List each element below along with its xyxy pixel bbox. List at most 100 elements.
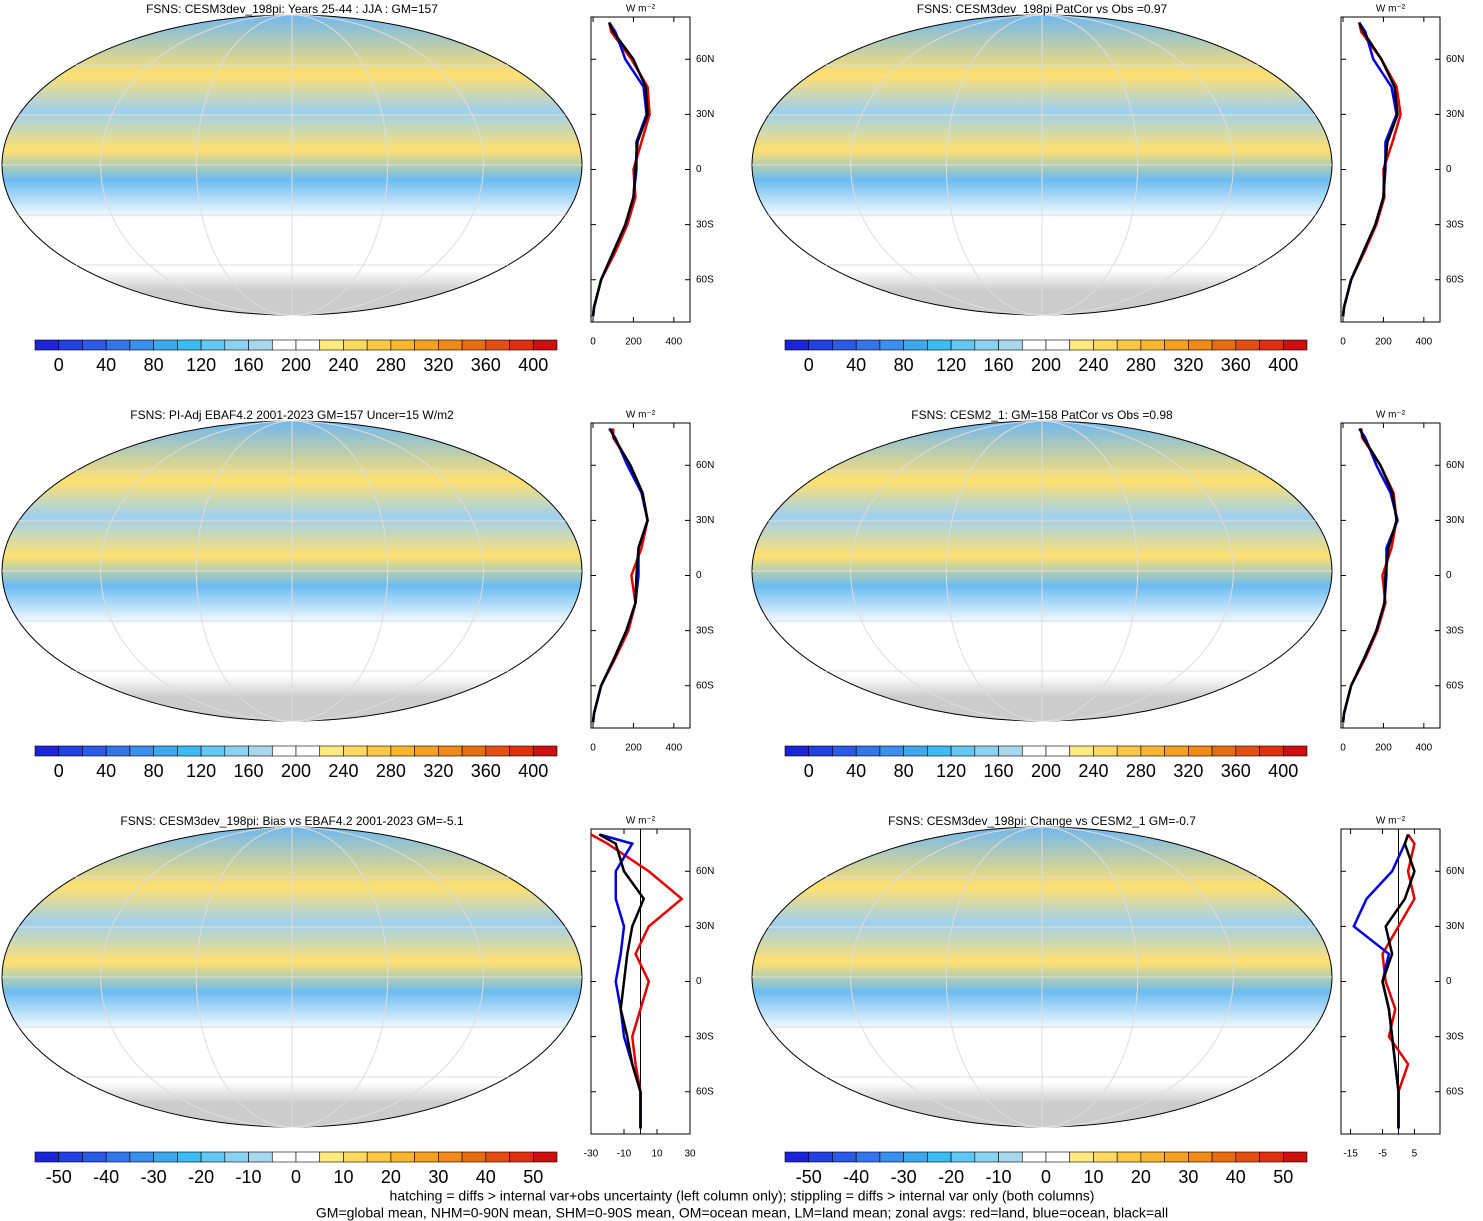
y-tick-label: 60S xyxy=(1446,680,1464,691)
colorbar-box xyxy=(1021,1151,1047,1163)
colorbar-label: -10 xyxy=(986,1167,1012,1187)
colorbar-box xyxy=(366,1151,392,1163)
colorbar-label: 50 xyxy=(523,1167,543,1187)
colorbar-box xyxy=(105,745,131,757)
colorbar-box xyxy=(414,745,439,757)
colorbar-label: 280 xyxy=(376,761,406,781)
colorbar-box xyxy=(1116,745,1142,757)
colorbar-box xyxy=(855,745,881,757)
colorbar-box xyxy=(1282,339,1308,351)
y-tick-label: 30S xyxy=(696,625,714,636)
colorbar-box xyxy=(1211,745,1237,757)
colorbar-box xyxy=(414,339,439,351)
colorbar-box xyxy=(879,339,904,351)
colorbar-label: -20 xyxy=(188,1167,214,1187)
colorbar-label: 40 xyxy=(476,1167,496,1187)
zonal-profile xyxy=(1341,427,1399,723)
colorbar-box xyxy=(177,339,202,351)
colorbar-label: 40 xyxy=(1226,1167,1246,1187)
zonal-profile xyxy=(1341,428,1398,723)
colorbar-label: 20 xyxy=(381,1167,401,1187)
colorbar-label: 80 xyxy=(894,761,914,781)
colorbar-label: -30 xyxy=(891,1167,917,1187)
colorbar-box xyxy=(1211,339,1237,351)
colorbar-label: -20 xyxy=(938,1167,964,1187)
colorbar-box xyxy=(1045,1151,1071,1163)
map xyxy=(751,826,1333,1128)
colorbar-box xyxy=(177,1151,202,1163)
y-tick-label: 60N xyxy=(1446,460,1464,471)
colorbar-box xyxy=(58,339,83,351)
colorbar-box xyxy=(1259,745,1284,757)
colorbar-label: 280 xyxy=(1126,355,1156,375)
colorbar-label: 40 xyxy=(96,355,116,375)
zonal-profile xyxy=(591,428,649,723)
colorbar-box xyxy=(34,745,60,757)
colorbar-box xyxy=(343,745,368,757)
colorbar-label: 0 xyxy=(291,1167,301,1187)
x-tick-label: 0 xyxy=(1340,337,1346,348)
x-tick-label: -30 xyxy=(584,1149,599,1160)
colorbar-box xyxy=(82,745,107,757)
colorbar-label: 120 xyxy=(936,355,966,375)
colorbar-label: -10 xyxy=(236,1167,262,1187)
colorbar-box xyxy=(950,745,976,757)
colorbar-box xyxy=(461,745,487,757)
y-tick-label: 60N xyxy=(1446,54,1464,65)
colorbar-label: -50 xyxy=(796,1167,822,1187)
footer-line: hatching = diffs > internal var+obs unce… xyxy=(390,1188,1095,1204)
x-tick-label: 30 xyxy=(684,1149,696,1160)
y-tick-label: 60S xyxy=(1446,1086,1464,1097)
colorbar-label: 30 xyxy=(1178,1167,1198,1187)
x-tick-label: 0 xyxy=(590,743,596,754)
colorbar-label: 20 xyxy=(1131,1167,1151,1187)
unit-label: W m⁻² xyxy=(626,410,656,421)
colorbar-box xyxy=(808,745,833,757)
y-tick-label: 0 xyxy=(1446,570,1452,581)
colorbar-label: 280 xyxy=(376,355,406,375)
y-tick-label: 0 xyxy=(1446,164,1452,175)
colorbar-box xyxy=(438,1151,463,1163)
colorbar-label: -40 xyxy=(93,1167,119,1187)
colorbar-box xyxy=(438,745,463,757)
panel-title: FSNS: PI-Adj EBAF4.2 2001-2023 GM=157 Un… xyxy=(130,408,454,422)
colorbar-label: 160 xyxy=(234,355,264,375)
colorbar-box xyxy=(224,339,249,351)
zonal-profile xyxy=(1381,834,1416,1129)
colorbar-box xyxy=(319,339,344,351)
colorbar-label: 320 xyxy=(1173,761,1203,781)
colorbar-box xyxy=(177,745,202,757)
colorbar-box xyxy=(1188,745,1213,757)
colorbar-box xyxy=(1282,1151,1308,1163)
colorbar-box xyxy=(903,745,928,757)
colorbar-box xyxy=(1282,745,1308,757)
colorbar-box xyxy=(200,339,226,351)
colorbar-box xyxy=(532,339,558,351)
x-tick-label: 0 xyxy=(590,337,596,348)
colorbar-box xyxy=(998,1151,1023,1163)
y-tick-label: 30N xyxy=(696,515,714,526)
x-tick-label: 10 xyxy=(651,1149,663,1160)
x-tick-label: 400 xyxy=(665,743,682,754)
colorbar-box xyxy=(105,339,131,351)
zonal-profile xyxy=(598,833,642,1129)
colorbar-box xyxy=(248,339,273,351)
panel-title: FSNS: CESM3dev_198pi: Bias vs EBAF4.2 20… xyxy=(120,814,463,828)
colorbar-box xyxy=(129,745,154,757)
colorbar-box xyxy=(1235,339,1260,351)
colorbar-label: -50 xyxy=(46,1167,72,1187)
colorbar-box xyxy=(295,745,321,757)
colorbar-box xyxy=(366,339,392,351)
x-tick-label: -5 xyxy=(1378,1149,1387,1160)
colorbar-label: 360 xyxy=(1221,355,1251,375)
colorbar-box xyxy=(879,745,904,757)
zonal-profile xyxy=(591,22,649,317)
colorbar-label: 400 xyxy=(1268,355,1298,375)
colorbar-label: 10 xyxy=(333,1167,353,1187)
y-tick-label: 30S xyxy=(1446,219,1464,230)
colorbar-box xyxy=(998,339,1023,351)
zonal-profile xyxy=(590,833,684,1129)
y-tick-label: 60S xyxy=(696,680,714,691)
colorbar-box xyxy=(1211,1151,1237,1163)
colorbar-box xyxy=(1093,745,1118,757)
